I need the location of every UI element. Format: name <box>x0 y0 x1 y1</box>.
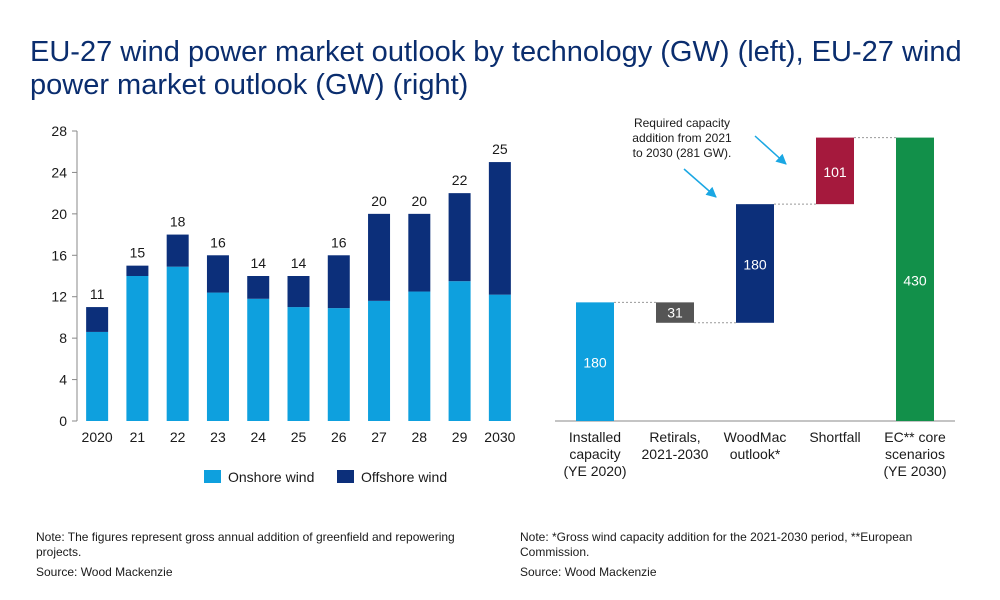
right-note-text: Note: *Gross wind capacity addition for … <box>520 530 913 559</box>
bar-onshore <box>287 307 310 421</box>
bar-onshore <box>368 300 391 421</box>
bar-offshore <box>327 255 350 309</box>
left-note-text: Note: The figures represent gross annual… <box>36 530 455 559</box>
waterfall-bar <box>656 302 694 323</box>
bar-onshore <box>408 291 431 421</box>
bar-total-label: 22 <box>452 172 468 188</box>
x-tick-label: 22 <box>170 429 186 445</box>
legend: Onshore wind Offshore wind <box>204 469 447 485</box>
y-tick-label: 8 <box>59 330 67 346</box>
left-note: Note: The figures represent gross annual… <box>36 530 498 580</box>
bar-offshore <box>488 162 511 295</box>
x-tick-label: 29 <box>452 429 468 445</box>
bar-offshore <box>448 193 471 282</box>
y-tick-label: 0 <box>59 413 67 429</box>
x-tick-label: 2020 <box>82 429 113 445</box>
waterfall-bar-label: 101 <box>823 164 847 180</box>
right-note: Note: *Gross wind capacity addition for … <box>520 530 960 580</box>
bar-offshore <box>408 213 431 292</box>
chart-title: EU-27 wind power market outlook by techn… <box>30 36 962 101</box>
bar-total-label: 20 <box>412 193 428 209</box>
x-category-label: Retirals, <box>649 429 700 445</box>
bar-total-label: 11 <box>90 286 105 302</box>
bar-offshore <box>206 255 229 293</box>
bar-onshore <box>86 331 109 421</box>
annotation-text: Required capacity <box>634 116 730 130</box>
waterfall-bar <box>896 137 934 421</box>
bar-offshore <box>86 307 109 332</box>
bar-offshore <box>126 265 149 276</box>
x-tick-label: 24 <box>250 429 266 445</box>
annotation-text: to 2030 (281 GW). <box>633 146 732 160</box>
legend-swatch-onshore <box>204 470 221 483</box>
bar-onshore <box>327 308 350 421</box>
bar-offshore <box>247 276 270 299</box>
bar-total-label: 16 <box>331 234 347 250</box>
left-source: Source: Wood Mackenzie <box>36 565 173 579</box>
bar-onshore <box>206 292 229 421</box>
annotation-arrow <box>683 168 717 198</box>
y-tick-label: 24 <box>51 164 67 180</box>
left-stacked-bar-chart: 0481216202428112020152118221623142414251… <box>51 123 515 485</box>
x-category-label: capacity <box>569 446 620 462</box>
x-category-label: (YE 2020) <box>563 463 626 479</box>
bar-total-label: 14 <box>291 255 307 271</box>
waterfall-bar-label: 180 <box>583 355 607 371</box>
bar-onshore <box>126 276 149 421</box>
bar-total-label: 20 <box>371 193 387 209</box>
legend-swatch-offshore <box>337 470 354 483</box>
x-category-label: (YE 2030) <box>883 463 946 479</box>
x-category-label: EC** core <box>884 429 946 445</box>
waterfall-bar <box>736 204 774 323</box>
x-category-label: Installed <box>569 429 621 445</box>
y-tick-label: 28 <box>51 123 67 139</box>
bar-total-label: 25 <box>492 141 508 157</box>
y-tick-label: 12 <box>51 289 67 305</box>
y-tick-label: 20 <box>51 206 67 222</box>
waterfall-bar <box>576 302 614 421</box>
waterfall-bar-label: 31 <box>667 305 683 321</box>
bar-onshore <box>247 298 270 421</box>
bar-total-label: 15 <box>130 245 146 261</box>
annotation-text: addition from 2021 <box>632 131 732 145</box>
x-tick-label: 2030 <box>484 429 515 445</box>
bar-offshore <box>368 213 391 301</box>
waterfall-bar-label: 430 <box>903 272 927 288</box>
bar-total-label: 16 <box>210 234 226 250</box>
x-category-label: outlook* <box>730 446 781 462</box>
bar-offshore <box>287 276 310 308</box>
y-tick-label: 16 <box>51 247 67 263</box>
annotation-arrow <box>754 135 787 165</box>
bar-total-label: 18 <box>170 214 186 230</box>
x-tick-label: 23 <box>210 429 226 445</box>
bar-total-label: 14 <box>250 255 266 271</box>
x-tick-label: 21 <box>130 429 146 445</box>
x-tick-label: 25 <box>291 429 307 445</box>
x-tick-label: 27 <box>371 429 387 445</box>
bar-onshore <box>448 281 471 421</box>
bar-onshore <box>166 266 189 421</box>
waterfall-bar <box>816 137 854 205</box>
bar-onshore <box>488 294 511 421</box>
y-tick-label: 4 <box>59 372 67 388</box>
legend-label-offshore: Offshore wind <box>361 469 447 485</box>
legend-label-onshore: Onshore wind <box>228 469 314 485</box>
x-category-label: 2021-2030 <box>642 446 709 462</box>
x-tick-label: 28 <box>412 429 428 445</box>
right-source: Source: Wood Mackenzie <box>520 565 657 579</box>
x-category-label: Shortfall <box>809 429 860 445</box>
x-category-label: WoodMac <box>724 429 787 445</box>
x-category-label: scenarios <box>885 446 945 462</box>
x-tick-label: 26 <box>331 429 347 445</box>
waterfall-bar-label: 180 <box>743 256 767 272</box>
bar-offshore <box>166 234 189 267</box>
